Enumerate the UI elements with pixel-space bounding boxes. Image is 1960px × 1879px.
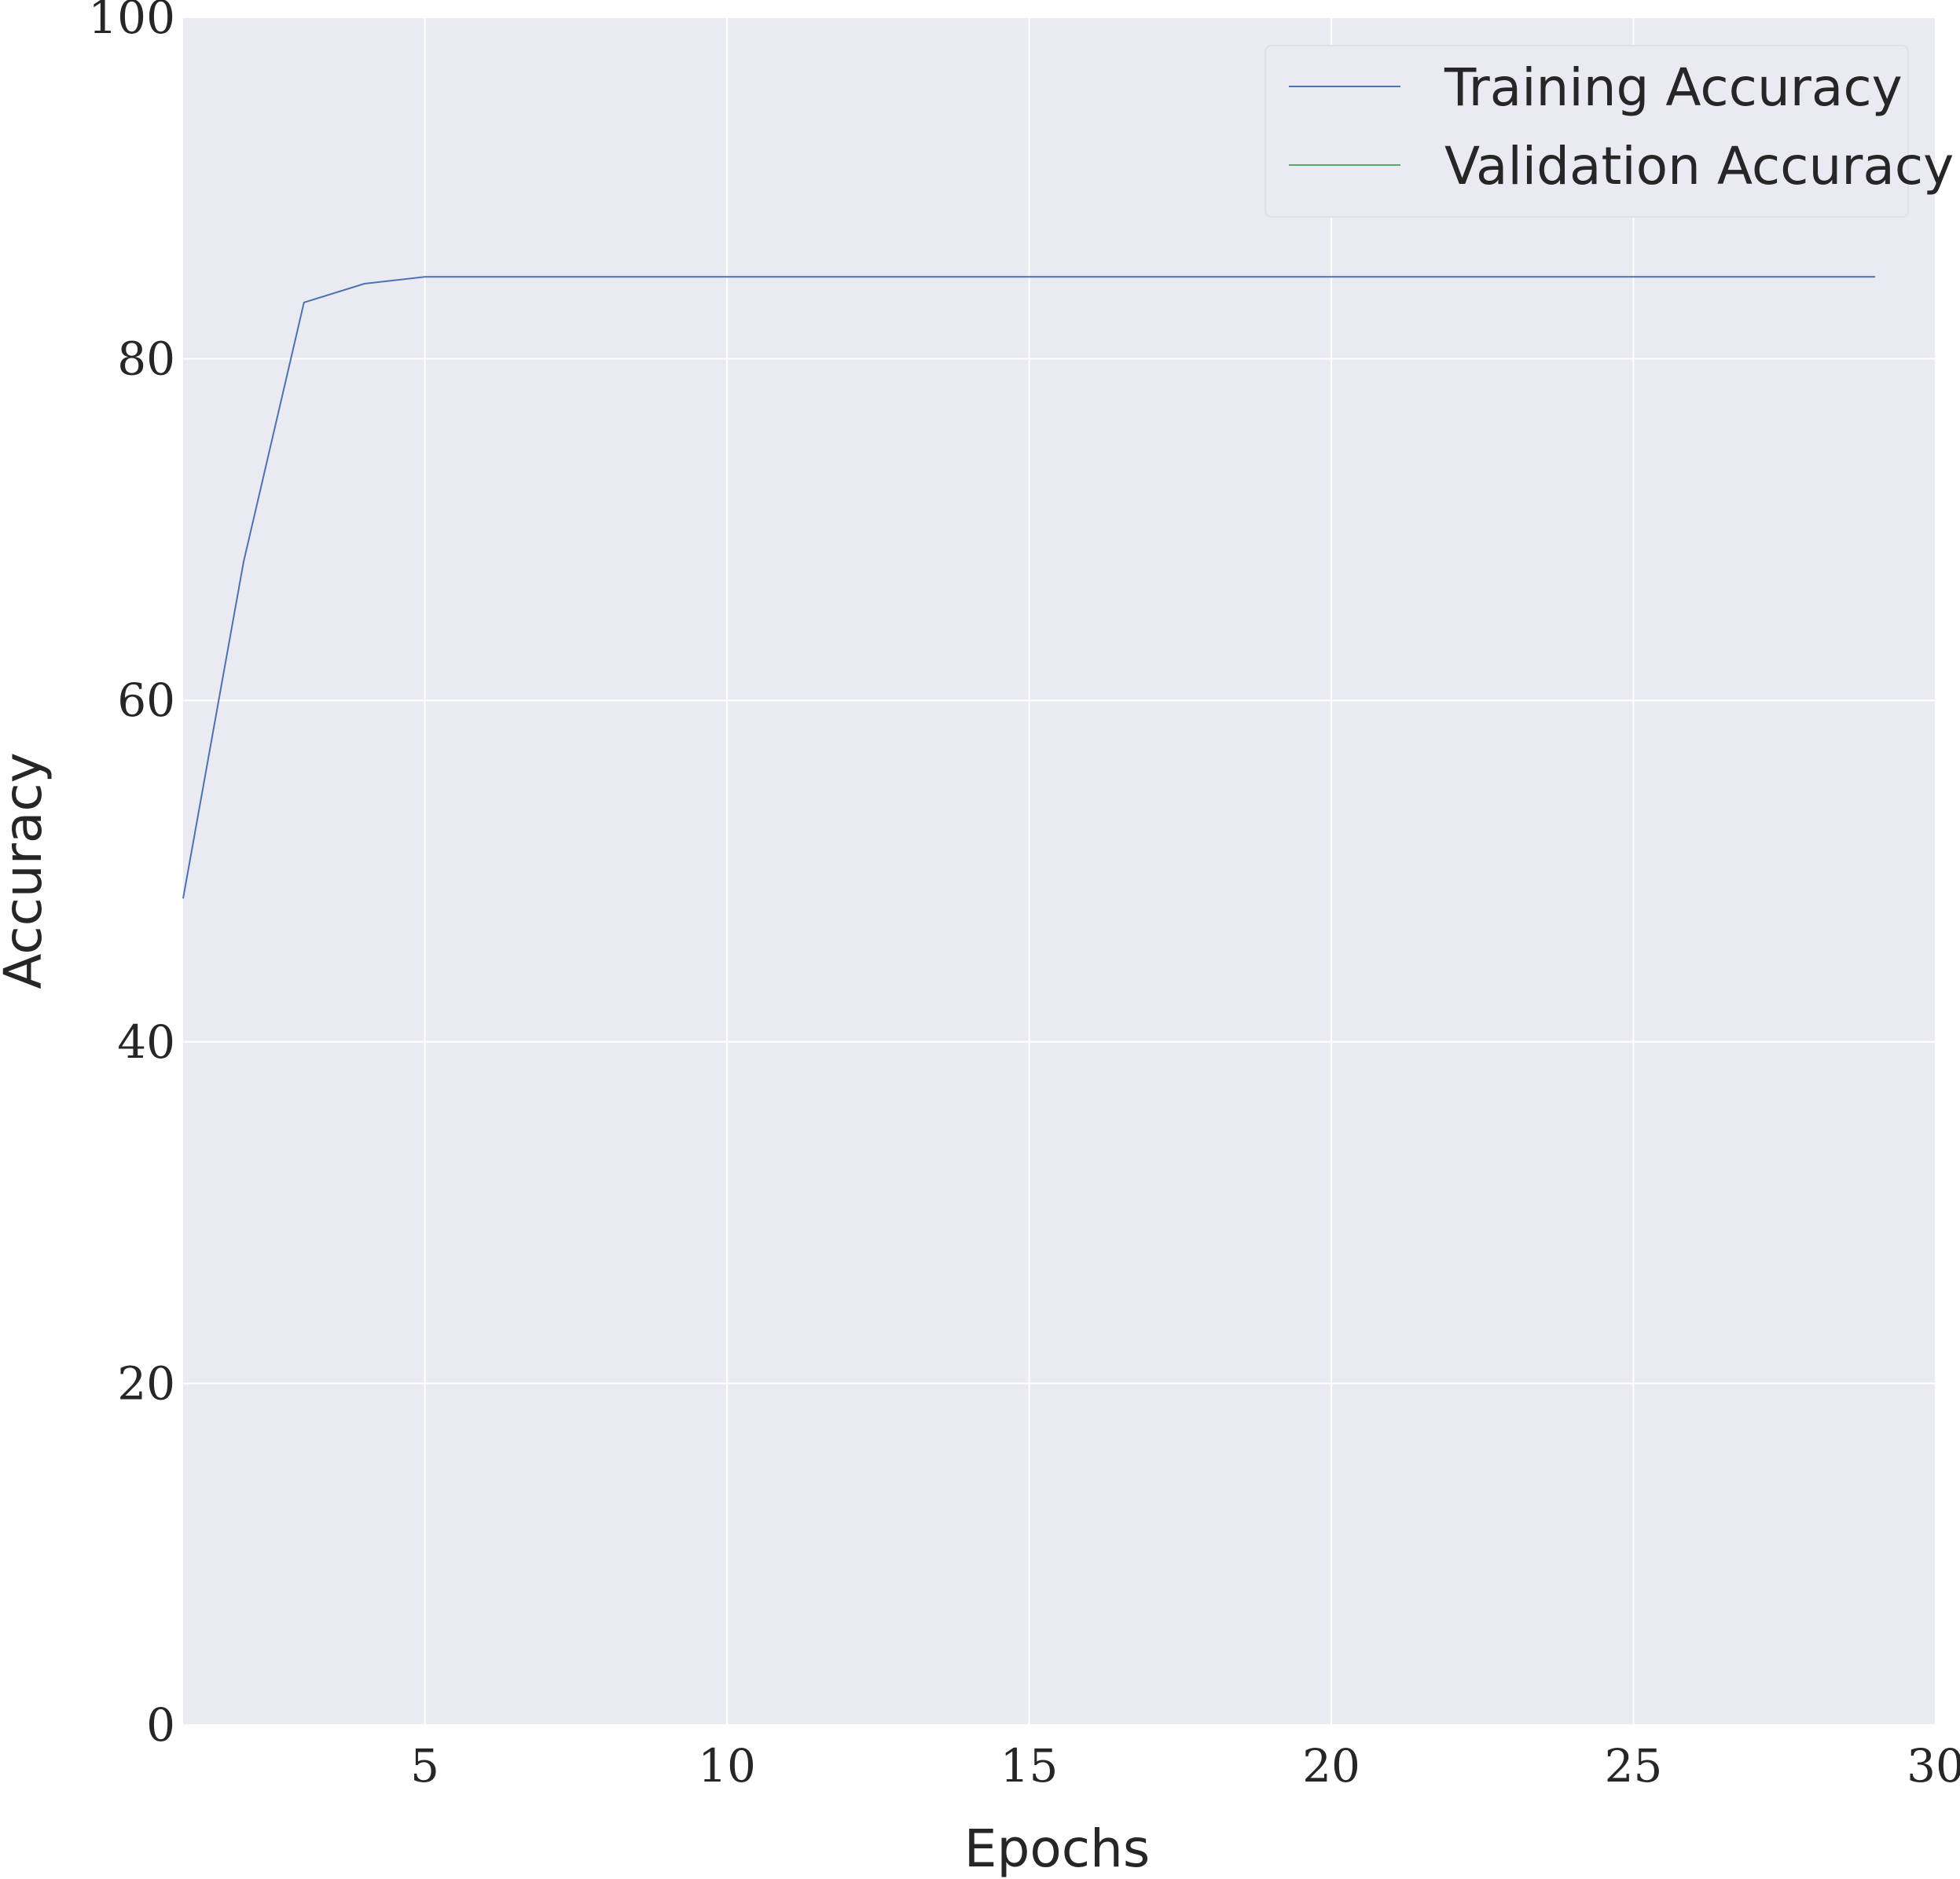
x-tick-label: 20 [1302,1739,1360,1793]
y-tick-label: 40 [117,1015,175,1069]
y-tick-label: 60 [117,673,175,727]
y-tick-label: 0 [146,1698,175,1752]
y-tick-label: 20 [117,1356,175,1410]
series-line-training [182,276,1876,899]
legend: Training Accuracy Validation Accuracy [1264,45,1954,218]
x-tick-label: 5 [410,1739,439,1793]
x-axis-label: Epochs [964,1818,1150,1879]
x-tick-label: 25 [1605,1739,1663,1793]
x-tick-label: 15 [1000,1739,1059,1793]
y-axis-label: Accuracy [0,752,53,989]
grid-lines [183,17,1936,1726]
plot-area [183,17,1936,1725]
y-tick-label: 100 [88,0,175,44]
tick-labels: 5 10 15 20 25 30 0 20 40 60 80 100 [88,0,1960,1793]
legend-label-training: Training Accuracy [1444,57,1903,118]
x-tick-label: 30 [1907,1739,1960,1793]
legend-label-validation: Validation Accuracy [1444,136,1954,196]
legend-box [1264,45,1909,218]
y-tick-label: 80 [117,332,175,386]
x-tick-label: 10 [698,1739,756,1793]
series-layer [182,276,1876,899]
